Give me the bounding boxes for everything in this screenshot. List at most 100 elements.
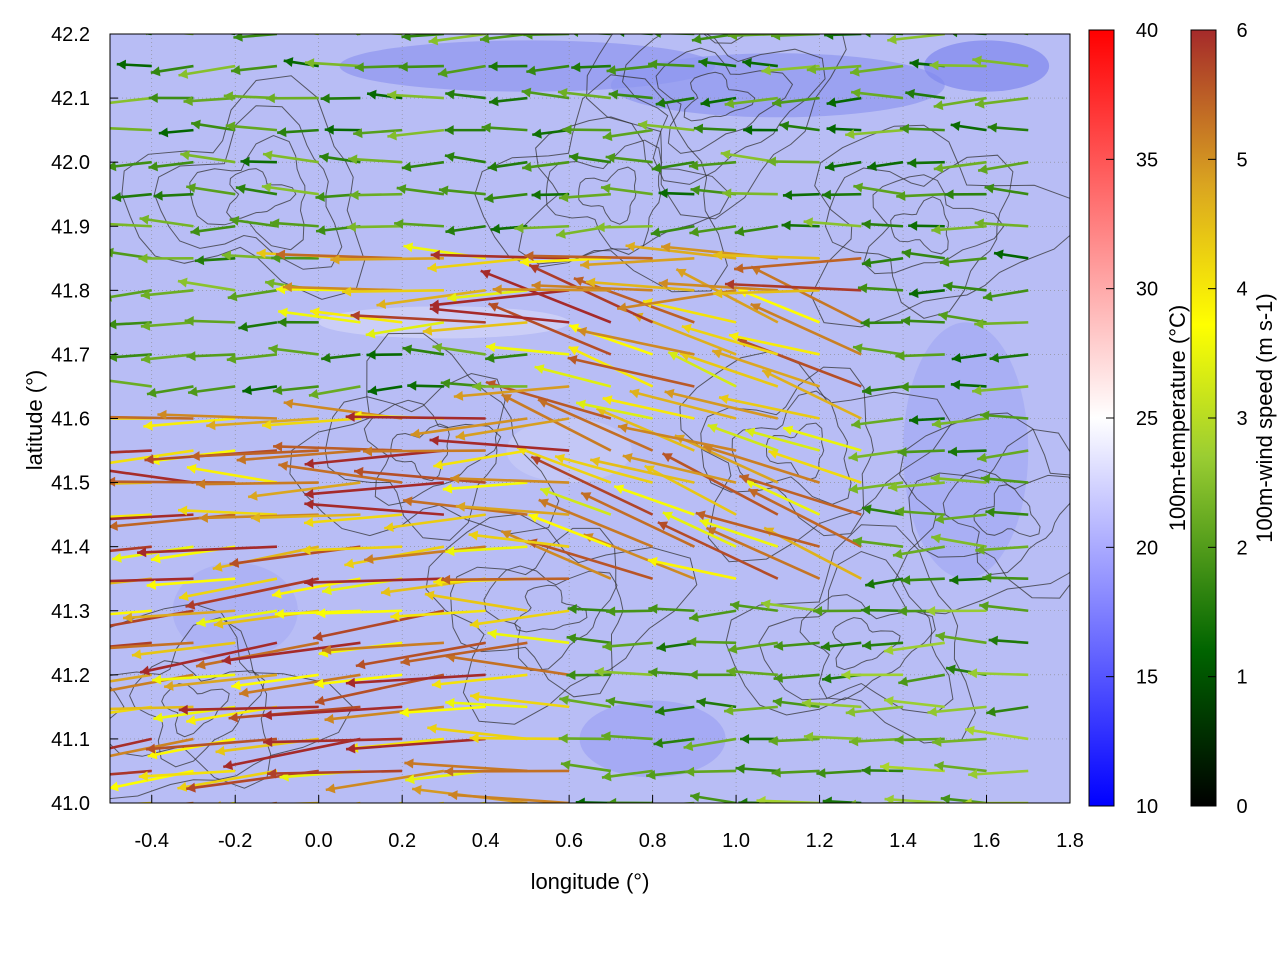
wind-vector-shaft <box>110 258 111 260</box>
wind-vector <box>898 673 946 687</box>
wind-vector <box>470 691 570 709</box>
wind-vector-shaft <box>352 34 361 36</box>
wind-vector <box>848 481 904 494</box>
wind-vector-head <box>424 590 435 601</box>
wind-vector-head <box>685 766 695 777</box>
wind-vector-head <box>935 631 946 642</box>
wind-vector-shaft <box>760 601 820 613</box>
wind-vector-head <box>54 714 64 724</box>
wind-vector <box>801 698 862 709</box>
wind-vector-head <box>526 65 536 76</box>
wind-vector-head <box>276 284 286 295</box>
wind-vector <box>110 449 194 465</box>
wind-vector <box>229 215 278 228</box>
wind-vector <box>947 446 987 457</box>
wind-vector-head <box>186 782 196 793</box>
wind-vector <box>779 120 820 132</box>
wind-vector <box>195 641 319 670</box>
wind-vector <box>711 348 820 388</box>
wind-vector-head <box>734 263 744 274</box>
wind-vector <box>896 191 945 202</box>
wind-vector-shaft <box>718 396 820 420</box>
wind-vector-shaft <box>146 577 236 587</box>
wind-vector-shaft <box>157 413 277 420</box>
wind-vector <box>861 504 904 516</box>
wind-vector-head <box>656 642 667 652</box>
wind-vector-head <box>54 577 63 587</box>
wind-vector <box>110 770 111 773</box>
wind-vector-shaft <box>738 288 821 324</box>
contour-line <box>586 34 847 220</box>
wind-vector-head <box>110 781 119 792</box>
wind-vector <box>487 160 528 172</box>
wind-vector-head <box>851 88 861 99</box>
wind-vector-shaft <box>110 385 111 387</box>
wind-vector-head <box>196 479 206 490</box>
wind-vector-head <box>403 242 414 253</box>
wind-vector <box>976 449 1029 463</box>
wind-vector-head <box>850 66 860 77</box>
wind-vector <box>852 536 904 548</box>
wind-vector-head <box>816 768 826 779</box>
wind-vector-shaft <box>431 673 528 687</box>
wind-vector-shaft <box>658 281 778 292</box>
wind-vector-head <box>860 317 870 328</box>
wind-vector-head <box>431 679 442 690</box>
wind-vector-head <box>223 91 233 102</box>
wind-vector <box>972 55 1029 68</box>
contour-line <box>942 469 1070 576</box>
wind-vector-head <box>304 488 314 499</box>
wind-vector <box>884 794 945 803</box>
wind-vector-head <box>490 223 501 234</box>
wind-vector <box>54 577 194 587</box>
wind-vector-head <box>157 409 167 420</box>
wind-vector <box>480 269 612 324</box>
wind-vector-head <box>319 152 329 163</box>
wind-vector-head <box>447 292 457 303</box>
wind-vector <box>472 381 528 392</box>
wind-vector-head <box>568 152 579 163</box>
contour-line <box>514 584 588 633</box>
wind-vector-shaft <box>488 302 612 356</box>
wind-vector-head <box>405 774 415 785</box>
wind-vector <box>363 545 486 564</box>
wind-vector-shaft <box>516 446 612 484</box>
wind-vector <box>733 256 862 274</box>
wind-vector-head <box>444 152 455 162</box>
wind-vector-head <box>567 354 578 365</box>
wind-vector-head <box>75 60 84 70</box>
wind-vector <box>690 792 737 803</box>
wind-vector <box>321 641 444 655</box>
wind-vector <box>931 224 987 235</box>
wind-vector-shaft <box>661 452 779 516</box>
wind-vector <box>601 731 653 742</box>
wind-vectors <box>1 34 1029 814</box>
wind-vector <box>575 399 653 420</box>
wind-vector <box>853 182 904 196</box>
wind-vector <box>150 64 194 77</box>
wind-vector-shaft <box>122 609 236 620</box>
wind-vector <box>602 128 653 142</box>
wind-vector-head <box>571 62 581 73</box>
wind-vector-shaft <box>768 449 862 484</box>
wind-vector <box>653 34 695 38</box>
wind-vector <box>595 222 653 233</box>
wind-vector <box>566 670 611 681</box>
wind-vector <box>568 152 612 164</box>
wind-speed-colorbar: 0 1 2 3 4 5 6 100m-wind speed (m s-1) <box>1190 20 1277 818</box>
wind-vector <box>656 641 695 652</box>
contour-line <box>655 47 794 154</box>
wind-vector <box>927 705 987 717</box>
wind-vector <box>724 279 862 292</box>
wind-vector-shaft <box>399 705 486 715</box>
wind-vector-head <box>1 804 10 814</box>
wind-vector <box>699 518 779 548</box>
wind-vector <box>367 385 403 396</box>
wind-vector <box>139 641 278 676</box>
wind-vector <box>750 302 862 356</box>
wind-vector-head <box>568 346 579 356</box>
wind-vector-head <box>606 606 616 617</box>
wind-vector-shaft <box>304 577 444 584</box>
wind-vector <box>268 344 319 356</box>
wind-vector-head <box>585 277 596 288</box>
